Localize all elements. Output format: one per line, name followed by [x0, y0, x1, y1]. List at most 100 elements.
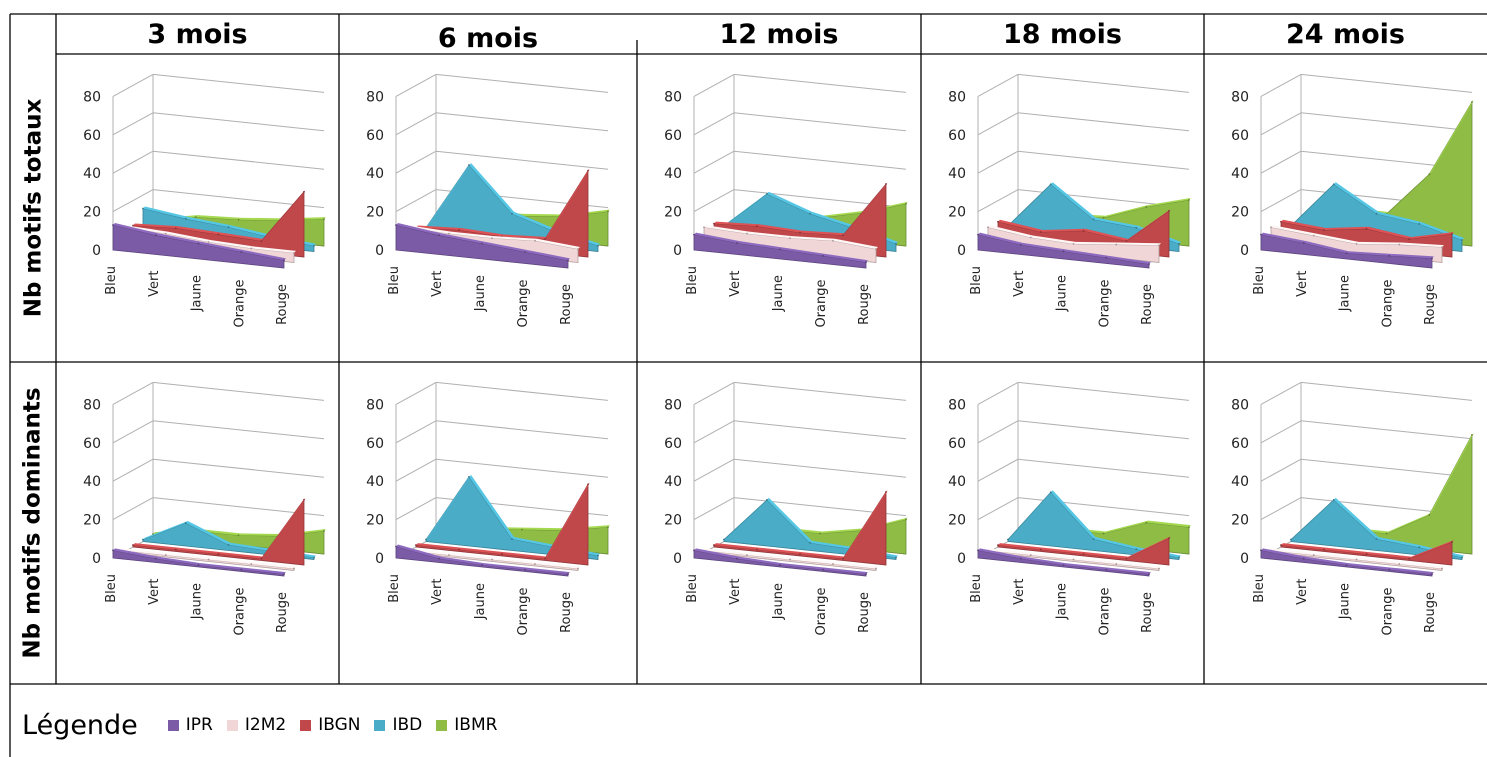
y-tick-label: 0: [92, 551, 101, 567]
category-label-vert: Vert: [1012, 271, 1027, 297]
point-ipr-orange: [524, 251, 526, 253]
point-ibmr-orange: [1428, 514, 1431, 516]
point-ibmr-rouge: [323, 530, 325, 532]
point-ibmr-orange: [1145, 521, 1148, 524]
point-i2m2-bleu: [1270, 226, 1272, 229]
y-tick-label: 20: [1231, 513, 1249, 529]
legend-label: IBGN: [318, 715, 361, 735]
y-tick-label: 60: [1231, 128, 1249, 144]
y-tick-label: 40: [664, 166, 682, 182]
category-label-bleu: Bleu: [969, 266, 984, 295]
category-label-rouge: Rouge: [559, 592, 574, 633]
point-i2m2-vert: [746, 554, 748, 556]
point-i2m2-vert: [1029, 236, 1032, 239]
point-i2m2-jaune: [491, 237, 493, 240]
y-tick-label: 0: [957, 551, 966, 567]
point-ibd-rouge: [1178, 556, 1180, 559]
point-ipr-vert: [154, 234, 157, 237]
point-ibgn-bleu: [132, 544, 134, 546]
category-label-rouge: Rouge: [857, 592, 872, 633]
point-ipr-jaune: [1062, 250, 1065, 253]
point-i2m2-orange: [250, 247, 253, 250]
area-ibgn: [713, 490, 887, 566]
area-ibd: [425, 476, 599, 560]
area-top-ibmr: [1018, 520, 1191, 535]
category-label-bleu: Bleu: [685, 574, 700, 603]
point-ibgn-jaune: [217, 553, 220, 555]
point-ipr-rouge: [1431, 257, 1433, 260]
point-ibd-orange: [1418, 223, 1421, 225]
point-ipr-vert: [1302, 557, 1305, 560]
point-i2m2-bleu: [987, 226, 989, 229]
point-i2m2-rouge: [1158, 244, 1160, 247]
point-ipr-rouge: [865, 261, 867, 264]
category-label-rouge: Rouge: [1140, 592, 1155, 633]
legend-label: IBMR: [454, 715, 498, 735]
column-header-12-mois: 12 mois: [719, 18, 839, 50]
point-ibgn-rouge: [1451, 233, 1453, 235]
point-ibgn-orange: [1125, 557, 1128, 560]
y-tick-label: 60: [948, 436, 966, 452]
point-ipr-vert: [736, 242, 738, 244]
point-ipr-orange: [1388, 568, 1391, 571]
point-ibd-jaune: [511, 212, 513, 215]
point-ipr-vert: [1019, 557, 1022, 560]
category-label-bleu: Bleu: [104, 574, 119, 603]
point-ipr-rouge: [1148, 263, 1150, 266]
legend-swatch: [300, 719, 312, 731]
area-top-i2m2: [406, 548, 580, 569]
point-ipr-rouge: [1431, 573, 1433, 575]
category-label-jaune: Jaune: [473, 275, 488, 312]
category-label-bleu: Bleu: [1252, 574, 1267, 603]
y-tick-label: 80: [83, 89, 101, 105]
y-tick-label: 0: [1240, 551, 1249, 567]
point-i2m2-rouge: [577, 248, 579, 250]
point-i2m2-jaune: [1072, 558, 1075, 561]
point-i2m2-bleu: [703, 226, 705, 229]
point-ibmr-rouge: [607, 210, 609, 213]
legend-swatch: [436, 719, 448, 731]
series-ipr: [395, 223, 570, 269]
category-label-vert: Vert: [728, 271, 743, 297]
point-i2m2-jaune: [1072, 243, 1075, 245]
chart-totaux-24-mois: 0 20 40 60 80 Bleu Vert Jaune Orange Rouge: [1205, 55, 1486, 361]
point-ibgn-jaune: [1365, 227, 1368, 230]
area-ibgn: [997, 537, 1170, 566]
chart-totaux-3-mois: 0 20 40 60 80 Bleu Vert Jaune Orange Rouge: [57, 55, 338, 361]
point-ibd-bleu: [1007, 538, 1009, 541]
point-ipr-jaune: [1062, 564, 1065, 566]
category-label-jaune: Jaune: [1338, 275, 1353, 312]
point-ibd-rouge: [1461, 239, 1463, 241]
point-ibd-orange: [1135, 548, 1138, 551]
point-ibmr-rouge: [607, 526, 609, 529]
point-ipr-bleu: [693, 549, 695, 552]
category-label-orange: Orange: [814, 588, 829, 636]
point-ipr-rouge: [1148, 573, 1150, 575]
point-ibgn-orange: [544, 557, 546, 560]
y-tick-label: 80: [366, 89, 384, 105]
area-top-ipr: [694, 232, 868, 263]
series-ibgn: [713, 490, 888, 566]
point-ibmr-rouge: [1471, 101, 1473, 103]
column-header-24-mois: 24 mois: [1286, 18, 1405, 50]
column-header-18-mois: 18 mois: [1003, 18, 1122, 50]
area-top-ibd: [1291, 182, 1464, 240]
row-label-motifs-totaux: Nb motifs totaux: [10, 54, 56, 362]
point-i2m2-rouge: [875, 248, 877, 250]
point-ibmr-vert: [194, 216, 197, 219]
area-top-i2m2: [988, 225, 1161, 246]
point-ipr-vert: [1019, 244, 1022, 246]
point-ipr-bleu: [977, 549, 979, 552]
point-ibd-vert: [184, 217, 187, 220]
point-ipr-vert: [1302, 242, 1305, 244]
legend-item-ipr: IPR: [167, 715, 213, 735]
series-ipr: [112, 548, 286, 577]
category-label-orange: Orange: [232, 588, 247, 636]
legend-item-ibgn: IBGN: [300, 715, 360, 735]
series-ipr: [1260, 232, 1434, 269]
chart-svg: 0 20 40 60 80 Bleu Vert Jaune Orange Rouge: [366, 381, 610, 636]
series-ibgn: [415, 482, 590, 566]
point-ibgn-orange: [842, 234, 844, 237]
point-ibgn-rouge: [1168, 210, 1170, 212]
